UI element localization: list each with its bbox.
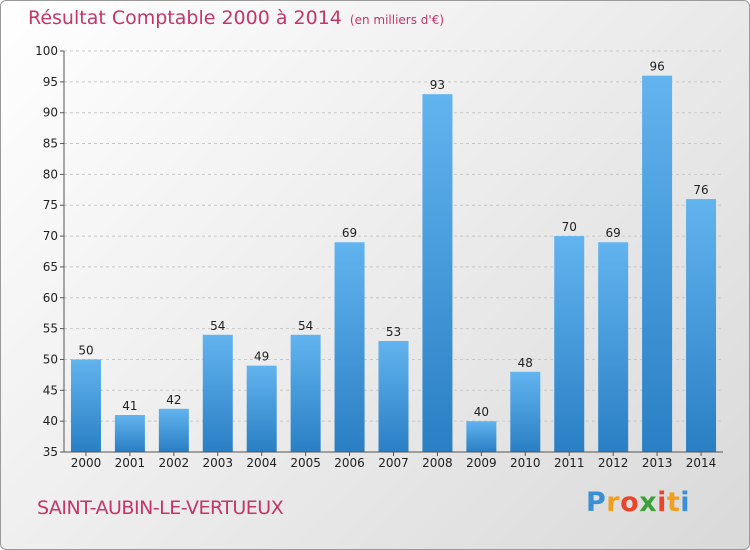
bar-value-label: 93 xyxy=(430,78,445,92)
y-tick-label: 55 xyxy=(43,322,58,336)
y-tick-label: 100 xyxy=(35,44,58,58)
x-tick-label: 2014 xyxy=(686,456,717,470)
bar-value-label: 96 xyxy=(649,60,664,74)
y-tick-label: 35 xyxy=(43,445,58,459)
logo-letter: P xyxy=(586,487,607,518)
axis-layer: 35 40 45 50 55 60 65 70 75 80 85 90 95 100 2000 2001 200… xyxy=(35,44,723,470)
bar xyxy=(114,414,145,452)
bar-value-label: 50 xyxy=(78,343,93,357)
bar-value-label: 41 xyxy=(122,399,137,413)
logo-letter: t xyxy=(666,487,681,518)
logo-letter: i xyxy=(657,487,667,518)
x-tick-label: 2012 xyxy=(598,456,629,470)
y-tick-label: 95 xyxy=(43,75,58,89)
bar-value-label: 69 xyxy=(342,226,357,240)
label-layer: 50 41 42 54 49 54 69 53 93 40 48 70 69 96 76 xyxy=(78,60,708,419)
x-tick-label: 2003 xyxy=(202,456,233,470)
x-tick-label: 2004 xyxy=(246,456,277,470)
bar-value-label: 54 xyxy=(298,319,313,333)
proxiti-logo: Proxiti xyxy=(586,487,690,518)
logo-letter: r xyxy=(606,487,621,518)
bar-value-label: 48 xyxy=(518,356,533,370)
x-tick-label: 2010 xyxy=(510,456,541,470)
bar xyxy=(246,365,277,452)
bar xyxy=(158,408,189,452)
bar xyxy=(686,199,717,452)
y-tick-label: 40 xyxy=(43,414,58,428)
bar-value-label: 54 xyxy=(210,319,225,333)
bar xyxy=(554,236,585,452)
bar-value-label: 42 xyxy=(166,393,181,407)
bar xyxy=(378,340,409,452)
bar-value-label: 69 xyxy=(606,226,621,240)
bar-value-label: 49 xyxy=(254,350,269,364)
x-tick-label: 2007 xyxy=(378,456,409,470)
chart-subtitle: (en milliers d'€) xyxy=(349,13,445,27)
x-tick-label: 2001 xyxy=(115,456,146,470)
bar-value-label: 53 xyxy=(386,325,401,339)
x-tick-label: 2011 xyxy=(554,456,585,470)
bar xyxy=(422,94,453,452)
y-tick-label: 80 xyxy=(43,167,58,181)
logo-letter: o xyxy=(620,487,640,518)
y-tick-label: 90 xyxy=(43,106,58,120)
y-tick-label: 70 xyxy=(43,229,58,243)
bar xyxy=(642,75,673,452)
bar-value-label: 76 xyxy=(693,183,708,197)
bar xyxy=(466,421,497,452)
bar xyxy=(598,242,629,452)
bar xyxy=(334,242,365,452)
x-tick-label: 2009 xyxy=(466,456,497,470)
bar-value-label: 70 xyxy=(562,220,577,234)
chart-title: Résultat Comptable 2000 à 2014 (en millie… xyxy=(28,7,444,29)
bar-layer xyxy=(70,75,717,452)
bar xyxy=(202,334,233,452)
town-name: SAINT-AUBIN-LE-VERTUEUX xyxy=(37,497,284,519)
x-tick-label: 2005 xyxy=(290,456,321,470)
bar-value-label: 40 xyxy=(474,405,489,419)
y-tick-label: 85 xyxy=(43,137,58,151)
x-tick-label: 2008 xyxy=(422,456,453,470)
y-tick-label: 50 xyxy=(43,352,58,366)
x-tick-label: 2000 xyxy=(71,456,102,470)
y-tick-label: 75 xyxy=(43,198,58,212)
chart-title-text: Résultat Comptable 2000 à 2014 xyxy=(28,7,342,29)
bar xyxy=(290,334,321,452)
y-tick-label: 60 xyxy=(43,291,58,305)
logo-letter: i xyxy=(680,487,691,518)
x-tick-label: 2006 xyxy=(334,456,365,470)
y-tick-label: 65 xyxy=(43,260,58,274)
x-tick-label: 2013 xyxy=(642,456,673,470)
bar xyxy=(70,359,101,452)
y-tick-label: 45 xyxy=(43,383,58,397)
x-tick-label: 2002 xyxy=(159,456,190,470)
bar xyxy=(510,371,541,452)
logo-letter: x xyxy=(639,487,658,518)
